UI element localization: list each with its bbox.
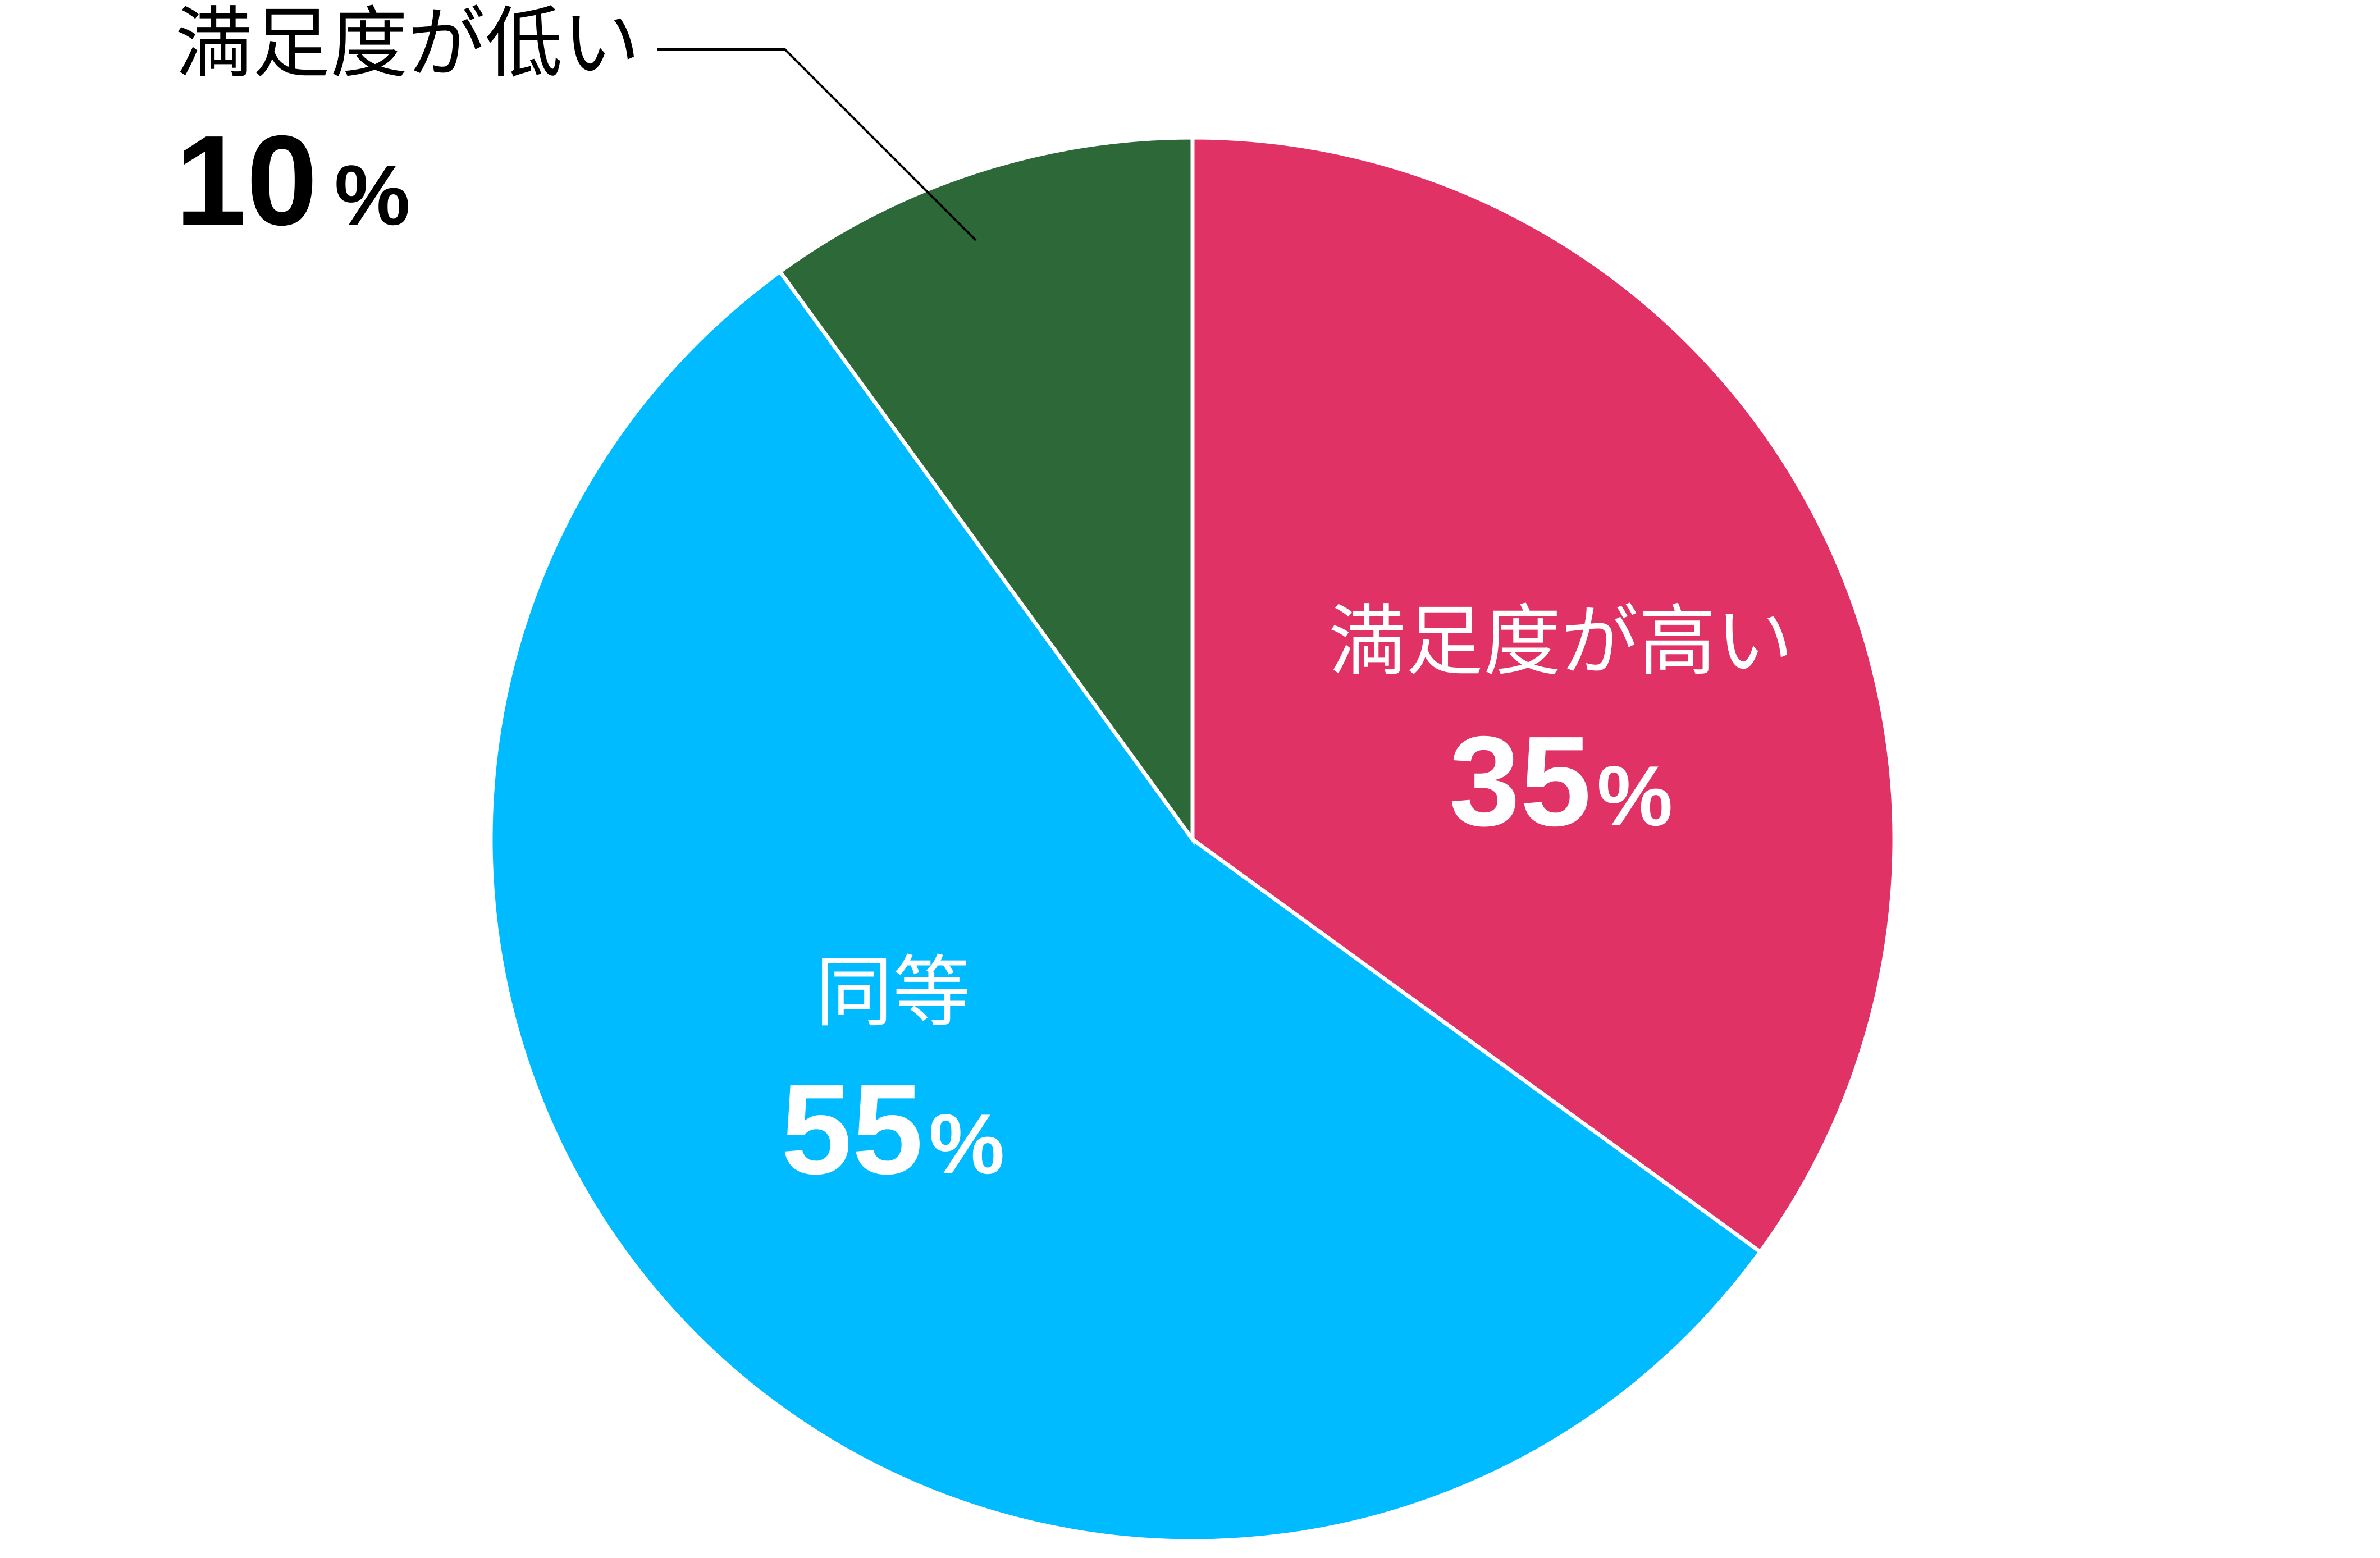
slice-label-name: 同等 bbox=[815, 949, 970, 1036]
slice-value-number: 35 bbox=[1449, 710, 1592, 853]
slice-value-unit: % bbox=[1597, 748, 1673, 844]
slice-value-label: 35% bbox=[1449, 710, 1673, 853]
slice-label-name: 満足度が高い bbox=[1328, 598, 1793, 685]
leader-line-low-satisfaction bbox=[657, 48, 977, 241]
slice-value-number: 55 bbox=[781, 1058, 924, 1201]
slice-value-number: 10 bbox=[175, 109, 318, 252]
slice-value-label: 55% bbox=[781, 1058, 1005, 1201]
slice-value-unit: % bbox=[335, 148, 410, 243]
leader-lines bbox=[657, 48, 977, 241]
pie-slices bbox=[488, 135, 1897, 1543]
slice-label-name: 満足度が低い bbox=[175, 1, 640, 87]
pie-slice-0 bbox=[1190, 135, 1897, 1255]
slice-value-unit: % bbox=[929, 1096, 1004, 1192]
slice-value-label: 10% bbox=[175, 109, 410, 252]
pie-slice-2 bbox=[777, 135, 1195, 846]
pie-slice-1 bbox=[488, 268, 1764, 1543]
slice-labels: 満足度が高い 35% 同等 55% 満足度が低い 10% bbox=[175, 1, 1793, 1201]
